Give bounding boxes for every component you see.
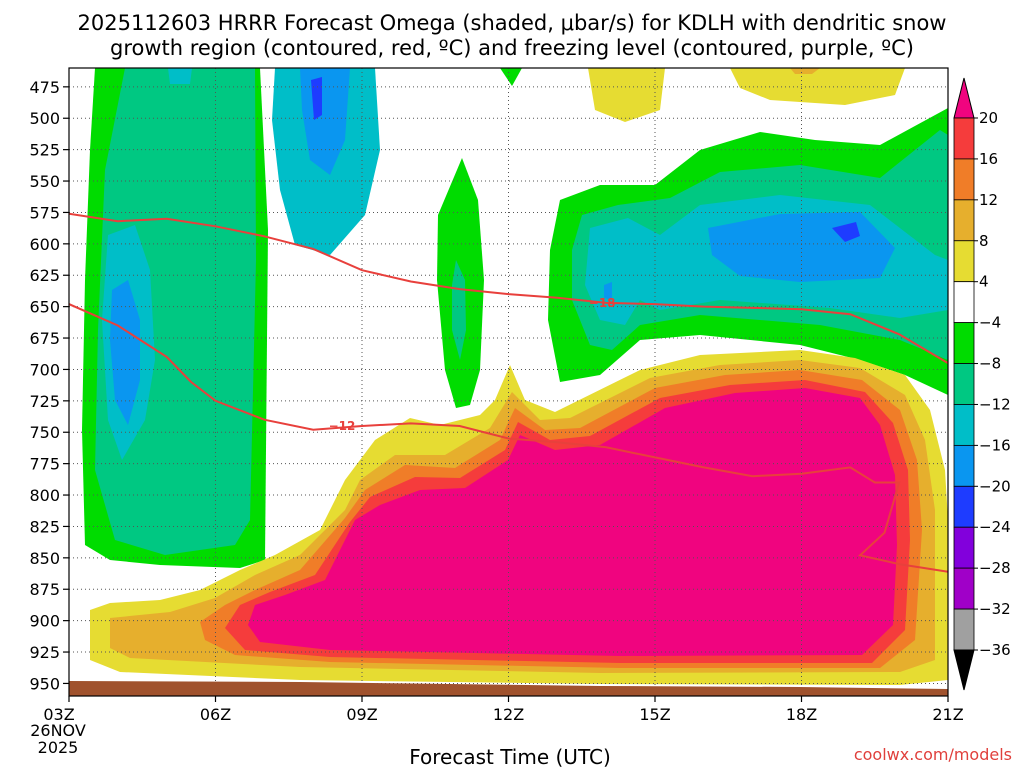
neg-omega-top-green-speck bbox=[500, 68, 522, 86]
colorbar-label--4: −4 bbox=[979, 314, 1001, 332]
colorbar-bin-7 bbox=[953, 363, 975, 405]
y-tick-label-750: 750 bbox=[29, 423, 60, 442]
colorbar-label-8: 8 bbox=[979, 232, 989, 250]
neg-omega-left-darkblue bbox=[311, 77, 322, 120]
x-tick-label-03Z: 03Z bbox=[43, 705, 74, 724]
contour-label--18: −18 bbox=[589, 296, 616, 310]
x-tick-label-18Z: 18Z bbox=[786, 705, 817, 724]
y-tick-label-950: 950 bbox=[29, 674, 60, 693]
y-tick-label-900: 900 bbox=[29, 612, 60, 631]
y-tick-label-650: 650 bbox=[29, 298, 60, 317]
y-tick-label-500: 500 bbox=[29, 109, 60, 128]
x-tick-label-21Z: 21Z bbox=[932, 705, 963, 724]
y-tick-label-850: 850 bbox=[29, 549, 60, 568]
y-tick-label-825: 825 bbox=[29, 517, 60, 536]
pos-omega-top-yellow-c bbox=[790, 68, 820, 74]
colorbar-bin-8 bbox=[953, 404, 975, 446]
y-tick-label-625: 625 bbox=[29, 266, 60, 285]
colorbar-top-arrow bbox=[953, 77, 975, 119]
contour-line--12 bbox=[69, 303, 948, 573]
y-tick-label-475: 475 bbox=[29, 78, 60, 97]
x-axis: 03Z 06Z 09Z 12Z 15Z 18Z 21Z bbox=[43, 696, 964, 724]
plot-area: −18 −12 bbox=[68, 67, 949, 697]
grid-lines bbox=[69, 68, 948, 696]
neg-omega-left-blue-a bbox=[110, 280, 140, 425]
y-axis: 475 500 525 550 575 600 625 650 675 700 725 750 775 8… bbox=[29, 78, 69, 693]
colorbar-label--16: −16 bbox=[979, 436, 1011, 454]
dgz-contours: −18 −12 bbox=[69, 212, 948, 573]
colorbar-label-20: 20 bbox=[979, 109, 998, 127]
colorbar-bin-1 bbox=[953, 117, 975, 160]
colorbar-bin-11 bbox=[953, 526, 975, 569]
colorbar-label--32: −32 bbox=[979, 600, 1011, 618]
x-axis-label: Forecast Time (UTC) bbox=[409, 745, 611, 768]
colorbar-label-4: 4 bbox=[979, 273, 989, 291]
y-tick-label-700: 700 bbox=[29, 360, 60, 379]
colorbar: 20 16 12 8 4 −4 −8 −12 −16 −20 −24 −28 −32 −36 bbox=[953, 77, 1011, 691]
colorbar-label--28: −28 bbox=[979, 559, 1011, 577]
y-tick-label-925: 925 bbox=[29, 643, 60, 662]
colorbar-bin-4 bbox=[953, 240, 975, 283]
colorbar-label--36: −36 bbox=[979, 641, 1011, 659]
colorbar-bin-12 bbox=[953, 567, 975, 610]
colorbar-bin-3 bbox=[953, 199, 975, 242]
x-tick-label-06Z: 06Z bbox=[200, 705, 231, 724]
colorbar-bottom-arrow bbox=[953, 649, 975, 691]
contour-label--12: −12 bbox=[329, 419, 356, 433]
omega-shading bbox=[82, 68, 948, 685]
colorbar-bin-9 bbox=[953, 444, 975, 487]
terrain-surface bbox=[69, 681, 948, 696]
colorbar-bin-10 bbox=[953, 485, 975, 528]
y-tick-label-525: 525 bbox=[29, 141, 60, 160]
x-tick-label-12Z: 12Z bbox=[493, 705, 524, 724]
contour-line--18 bbox=[69, 212, 948, 365]
chart-title-line2: growth region (contoured, red, ºC) and f… bbox=[110, 36, 914, 60]
y-tick-label-675: 675 bbox=[29, 329, 60, 348]
colorbar-label--8: −8 bbox=[979, 355, 1001, 373]
neg-omega-right-darkblue bbox=[832, 222, 860, 242]
y-tick-label-575: 575 bbox=[29, 203, 60, 222]
pos-omega-top-yellow-a bbox=[588, 68, 665, 122]
credit-text: coolwx.com/models bbox=[854, 745, 1012, 764]
neg-omega-right-blue-speck bbox=[604, 282, 612, 300]
y-tick-label-800: 800 bbox=[29, 486, 60, 505]
y-tick-label-550: 550 bbox=[29, 172, 60, 191]
colorbar-label-12: 12 bbox=[979, 191, 998, 209]
colorbar-bin-13 bbox=[953, 608, 975, 651]
colorbar-bin-5 bbox=[953, 281, 975, 324]
neg-omega-top-cyan-speck bbox=[168, 68, 192, 84]
y-tick-label-725: 725 bbox=[29, 392, 60, 411]
y-tick-label-875: 875 bbox=[29, 580, 60, 599]
pos-omega-20 bbox=[248, 388, 897, 656]
neg-omega-spike-teal bbox=[452, 260, 466, 360]
colorbar-label--24: −24 bbox=[979, 518, 1011, 536]
y-tick-label-600: 600 bbox=[29, 235, 60, 254]
colorbar-label--20: −20 bbox=[979, 477, 1011, 495]
colorbar-label--12: −12 bbox=[979, 395, 1011, 413]
date-label-year: 2025 bbox=[38, 738, 79, 757]
colorbar-label-16: 16 bbox=[979, 150, 998, 168]
colorbar-bin-2 bbox=[953, 158, 975, 201]
date-label-day: 26NOV bbox=[30, 721, 86, 740]
x-tick-label-15Z: 15Z bbox=[639, 705, 670, 724]
y-tick-label-775: 775 bbox=[29, 455, 60, 474]
x-tick-label-09Z: 09Z bbox=[346, 705, 377, 724]
chart-title-line1: 2025112603 HRRR Forecast Omega (shaded, … bbox=[78, 11, 947, 35]
colorbar-bin-6 bbox=[953, 322, 975, 364]
